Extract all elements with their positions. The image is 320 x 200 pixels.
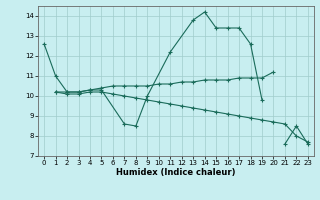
X-axis label: Humidex (Indice chaleur): Humidex (Indice chaleur) bbox=[116, 168, 236, 177]
